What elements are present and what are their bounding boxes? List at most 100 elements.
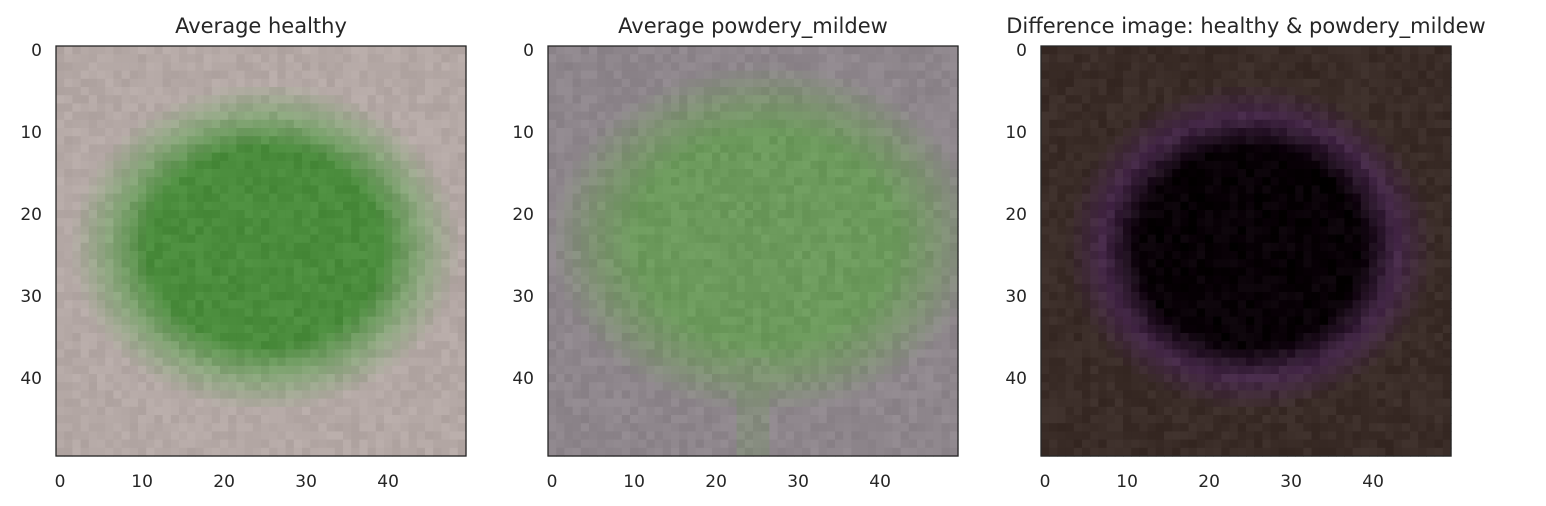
image-pixel: [105, 169, 114, 178]
image-pixel: [400, 218, 410, 227]
image-pixel: [211, 382, 221, 391]
image-pixel: [908, 111, 918, 121]
image-pixel: [187, 234, 196, 244]
image-pixel: [818, 111, 828, 121]
image-pixel: [433, 349, 442, 359]
image-pixel: [392, 234, 401, 244]
image-pixel: [728, 160, 738, 170]
image-pixel: [318, 95, 328, 104]
image-pixel: [556, 349, 565, 359]
image-pixel: [318, 169, 328, 178]
image-pixel: [654, 374, 664, 383]
image-pixel: [884, 415, 893, 424]
image-pixel: [761, 193, 770, 203]
image-pixel: [400, 316, 410, 326]
image-pixel: [630, 415, 639, 424]
image-pixel: [826, 324, 836, 334]
image-pixel: [351, 423, 360, 432]
image-pixel: [917, 283, 926, 293]
image-pixel: [277, 119, 287, 129]
image-pixel: [613, 152, 623, 162]
image-pixel: [613, 374, 623, 383]
image-pixel: [712, 70, 721, 80]
image-pixel: [687, 423, 697, 432]
image-pixel: [97, 275, 106, 285]
image-pixel: [851, 87, 861, 96]
image-pixel: [211, 103, 221, 113]
image-pixel: [761, 316, 770, 326]
image-pixel: [859, 406, 869, 416]
image-pixel: [630, 259, 639, 268]
image-pixel: [769, 390, 779, 400]
image-pixel: [105, 275, 114, 285]
image-pixel: [646, 365, 656, 375]
image-pixel: [211, 365, 221, 375]
image-pixel: [859, 349, 869, 359]
image-pixel: [769, 292, 779, 301]
image-pixel: [121, 128, 131, 137]
image-pixel: [343, 160, 352, 170]
image-pixel: [621, 390, 631, 400]
image-pixel: [97, 152, 106, 162]
image-pixel: [654, 177, 664, 186]
image-pixel: [72, 382, 82, 391]
image-pixel: [695, 185, 705, 195]
image-pixel: [892, 128, 902, 137]
image-pixel: [441, 128, 451, 137]
image-pixel: [408, 242, 418, 252]
image-pixel: [97, 242, 106, 252]
image-pixel: [728, 341, 738, 350]
image-pixel: [687, 193, 697, 203]
image-pixel: [736, 308, 746, 318]
image-pixel: [744, 78, 754, 88]
image-pixel: [572, 259, 582, 268]
image-pixel: [162, 398, 172, 408]
image-pixel: [277, 447, 287, 457]
image-pixel: [457, 390, 467, 400]
image-pixel: [203, 447, 213, 457]
image-pixel: [400, 300, 410, 309]
image-pixel: [900, 423, 910, 432]
image-pixel: [925, 70, 934, 80]
image-pixel: [162, 111, 172, 121]
image-pixel: [679, 210, 688, 219]
image-pixel: [876, 226, 885, 236]
image-pixel: [753, 341, 762, 350]
image-pixel: [662, 169, 672, 178]
image-pixel: [605, 218, 615, 227]
image-pixel: [64, 406, 73, 416]
image-pixel: [425, 308, 434, 318]
image-pixel: [695, 316, 705, 326]
image-pixel: [695, 226, 705, 236]
image-pixel: [138, 431, 147, 441]
image-pixel: [613, 136, 623, 145]
image-pixel: [589, 439, 598, 449]
y-tick-label: 0: [31, 41, 42, 61]
image-pixel: [597, 390, 606, 400]
image-pixel: [744, 226, 754, 236]
image-pixel: [293, 177, 303, 186]
image-pixel: [580, 300, 590, 309]
image-pixel: [851, 185, 861, 195]
image-pixel: [695, 95, 705, 104]
image-pixel: [375, 234, 385, 244]
image-pixel: [457, 374, 467, 383]
image-pixel: [679, 431, 688, 441]
image-pixel: [310, 185, 319, 195]
image-pixel: [449, 447, 459, 457]
image-pixel: [310, 341, 319, 350]
image-pixel: [556, 341, 565, 350]
image-pixel: [884, 210, 893, 219]
image-pixel: [170, 87, 180, 96]
image-pixel: [679, 398, 688, 408]
axes-frame: [55, 45, 467, 457]
image-pixel: [597, 185, 606, 195]
image-pixel: [925, 316, 934, 326]
image-pixel: [449, 365, 459, 375]
image-pixel: [794, 210, 803, 219]
image-pixel: [285, 406, 295, 416]
image-pixel: [876, 406, 885, 416]
image-pixel: [859, 365, 869, 375]
image-pixel: [892, 201, 902, 211]
image-pixel: [154, 218, 164, 227]
